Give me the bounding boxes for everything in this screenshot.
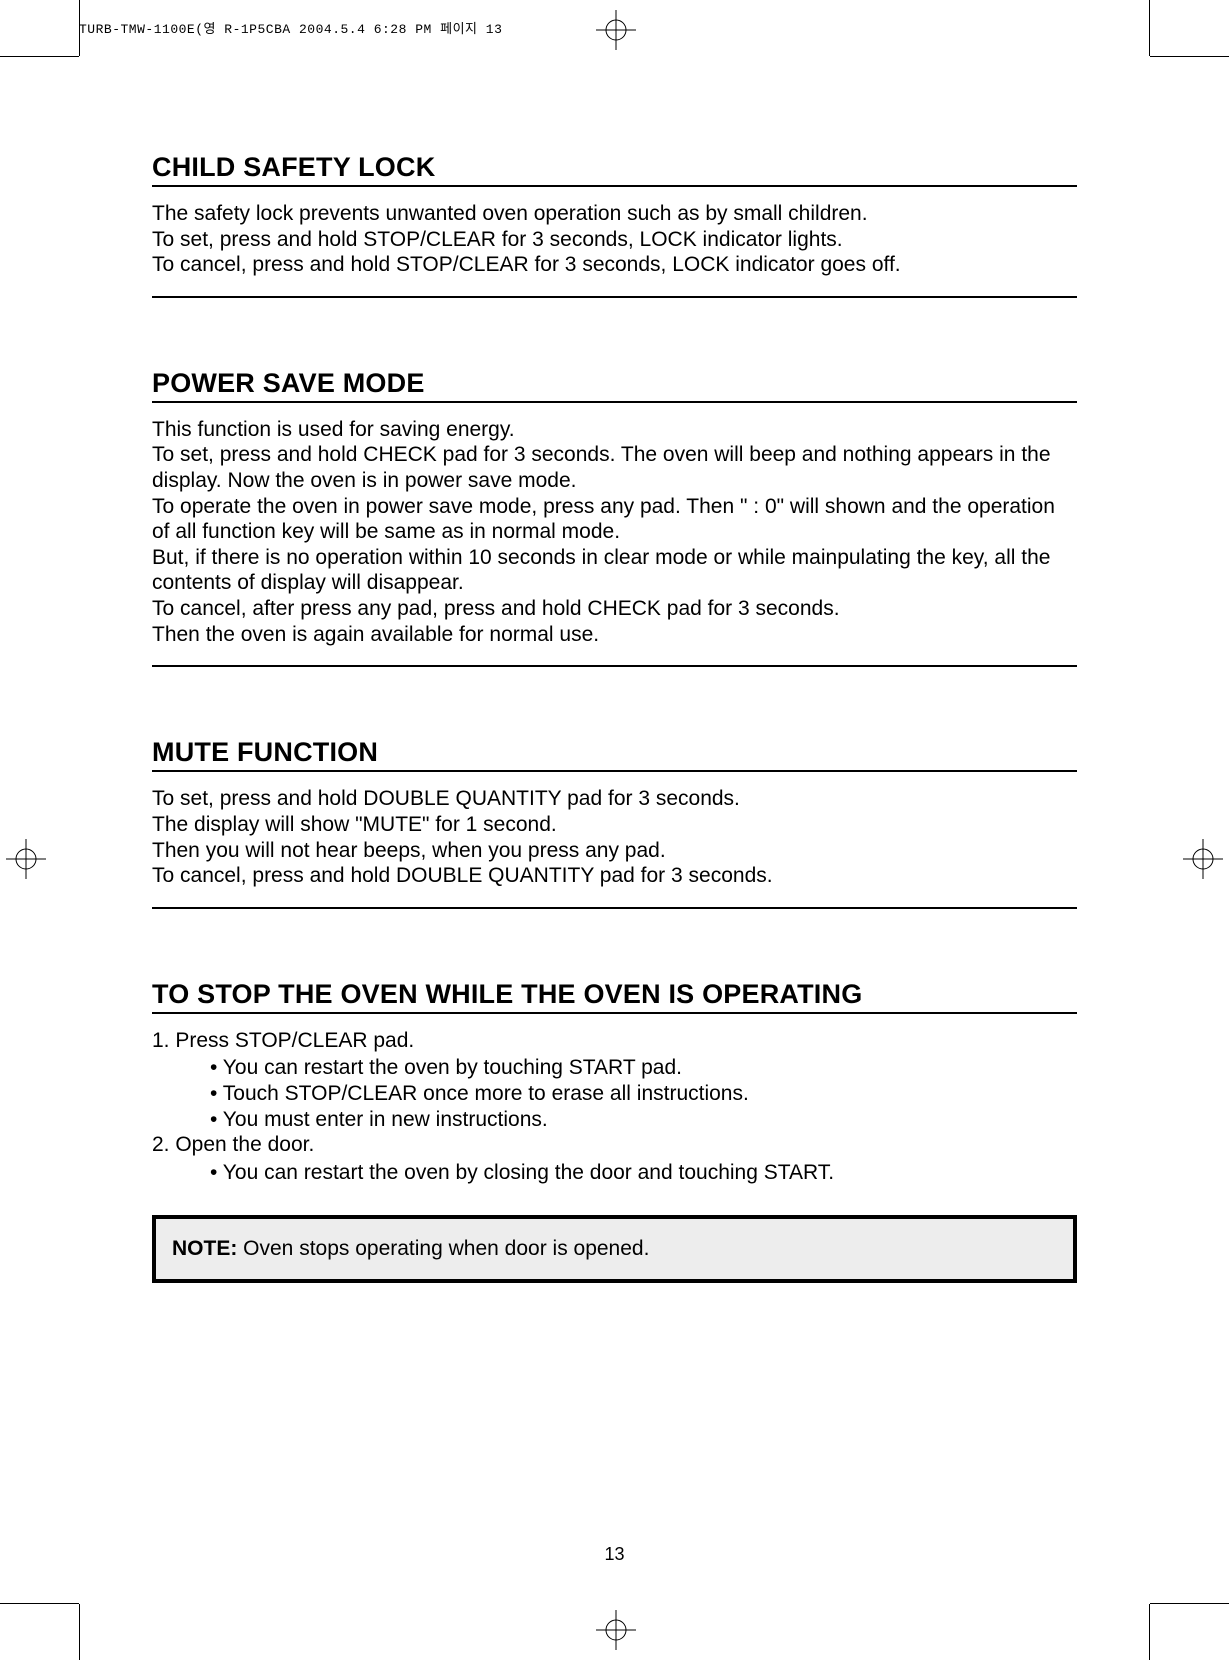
crop-mark <box>1150 1603 1229 1604</box>
sub-line: • You must enter in new instructions. <box>152 1107 1077 1133</box>
section-body: The safety lock prevents unwanted oven o… <box>152 201 1077 298</box>
crop-mark <box>0 1603 79 1604</box>
body-line: But, if there is no operation within 10 … <box>152 545 1077 596</box>
section-mute: MUTE FUNCTION To set, press and hold DOU… <box>152 737 1077 908</box>
body-line: The safety lock prevents unwanted oven o… <box>152 201 1077 227</box>
body-line: To cancel, press and hold STOP/CLEAR for… <box>152 252 1077 278</box>
note-text: Oven stops operating when door is opened… <box>237 1237 649 1260</box>
section-title: CHILD SAFETY LOCK <box>152 152 1077 187</box>
section-stop-oven: TO STOP THE OVEN WHILE THE OVEN IS OPERA… <box>152 979 1077 1284</box>
body-line: To set, press and hold DOUBLE QUANTITY p… <box>152 786 1077 812</box>
registration-mark-icon <box>1183 839 1223 879</box>
body-line: Then you will not hear beeps, when you p… <box>152 838 1077 864</box>
step-line: 2. Open the door. <box>152 1132 1077 1158</box>
note-box: NOTE: Oven stops operating when door is … <box>152 1215 1077 1283</box>
note-label: NOTE: <box>172 1237 237 1260</box>
sub-line: • Touch STOP/CLEAR once more to erase al… <box>152 1081 1077 1107</box>
body-line: To cancel, press and hold DOUBLE QUANTIT… <box>152 863 1077 889</box>
section-title: MUTE FUNCTION <box>152 737 1077 772</box>
crop-mark <box>79 1604 80 1660</box>
sub-line: • You can restart the oven by closing th… <box>152 1160 1077 1186</box>
section-body: This function is used for saving energy.… <box>152 417 1077 667</box>
crop-mark <box>1149 1604 1150 1660</box>
section-child-safety-lock: CHILD SAFETY LOCK The safety lock preven… <box>152 152 1077 298</box>
crop-mark <box>1150 56 1229 57</box>
registration-mark-icon <box>6 839 46 879</box>
body-line: The display will show "MUTE" for 1 secon… <box>152 812 1077 838</box>
section-title: TO STOP THE OVEN WHILE THE OVEN IS OPERA… <box>152 979 1077 1014</box>
body-line: To cancel, after press any pad, press an… <box>152 596 1077 622</box>
section-power-save: POWER SAVE MODE This function is used fo… <box>152 368 1077 667</box>
content-area: CHILD SAFETY LOCK The safety lock preven… <box>152 152 1077 1283</box>
page-number: 13 <box>0 1544 1229 1565</box>
registration-mark-icon <box>596 1610 636 1650</box>
body-line: This function is used for saving energy. <box>152 417 1077 443</box>
page: TURB-TMW-1100E(영 R-1P5CBA 2004.5.4 6:28 … <box>0 0 1229 1660</box>
registration-mark-icon <box>596 10 636 50</box>
body-line: To set, press and hold STOP/CLEAR for 3 … <box>152 227 1077 253</box>
body-line: To operate the oven in power save mode, … <box>152 494 1077 545</box>
section-body: 1. Press STOP/CLEAR pad. • You can resta… <box>152 1028 1077 1186</box>
crop-mark <box>1149 0 1150 56</box>
body-line: Then the oven is again available for nor… <box>152 622 1077 648</box>
body-line: To set, press and hold CHECK pad for 3 s… <box>152 442 1077 493</box>
print-header: TURB-TMW-1100E(영 R-1P5CBA 2004.5.4 6:28 … <box>79 18 502 37</box>
crop-mark <box>0 56 79 57</box>
sub-line: • You can restart the oven by touching S… <box>152 1055 1077 1081</box>
step-line: 1. Press STOP/CLEAR pad. <box>152 1028 1077 1054</box>
section-title: POWER SAVE MODE <box>152 368 1077 403</box>
section-body: To set, press and hold DOUBLE QUANTITY p… <box>152 786 1077 908</box>
